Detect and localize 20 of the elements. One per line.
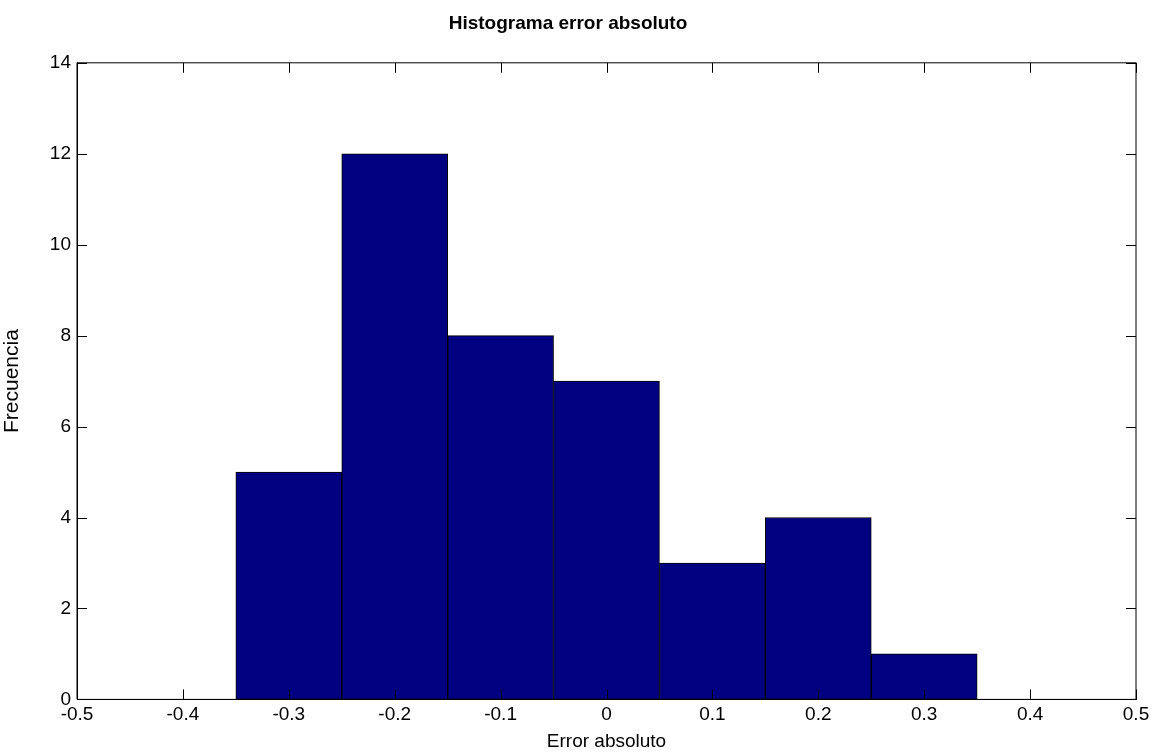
y-tick-label: 4	[60, 505, 72, 527]
y-axis-title: Frecuencia	[0, 328, 23, 434]
x-tick-label: 0.4	[1016, 703, 1044, 725]
x-axis-title: Error absoluto	[546, 729, 667, 751]
x-tick-label: 0.5	[1122, 703, 1150, 725]
y-tick-label: 8	[60, 323, 71, 345]
x-tick-label: -0.4	[166, 703, 200, 725]
y-tick-label: 2	[60, 596, 71, 618]
chart-title: Histograma error absoluto	[448, 11, 688, 33]
x-tick-label: 0.1	[699, 703, 726, 725]
y-tick-label: 12	[49, 141, 71, 163]
x-tick-label: -0.2	[378, 703, 412, 725]
x-tick-label: 0	[601, 703, 612, 725]
y-tick-label: 10	[49, 232, 71, 254]
x-tick-label: -0.3	[272, 703, 306, 725]
y-tick-label: 6	[60, 414, 71, 436]
x-tick-label: -0.1	[484, 703, 517, 725]
x-tick-label: 0.2	[805, 703, 832, 725]
y-tick-label: 14	[49, 51, 72, 73]
x-tick-label: 0.3	[910, 703, 938, 725]
